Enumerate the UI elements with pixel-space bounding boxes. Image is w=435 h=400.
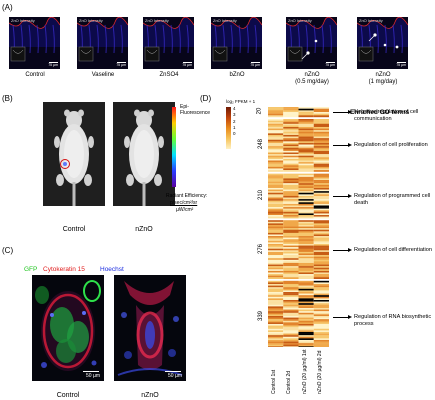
heatmap-tick-4: 4 [233,106,236,111]
mouse-image-nzno [113,102,175,206]
tile-label-5: nZnO (0.5 mg/day) [295,72,329,85]
panel-a: (A) ZnO Intensity 75 µm Control ZnO Intensi… [0,0,435,90]
panel-letter-a: (A) [2,3,13,12]
column-label-2: Control 2d [286,370,293,394]
micro-tile-3: ZnO Intensity 75 µm [143,17,194,69]
stain-gfp: GFP [24,266,38,273]
go-term-4: Regulation of cell differentiation [354,246,432,253]
colorbar-title: Epi- Fluorescence [180,104,211,116]
tile-scale-bar [251,62,260,63]
tile-scale-bar [397,62,406,63]
panel-b: (B) Contr [0,92,200,233]
stain-hoechst: Hoechst [100,266,124,273]
cluster-size-5: 339 [258,310,265,321]
go-arrow-3 [333,193,352,198]
heatmap-tick-2: 2 [233,118,236,124]
tile-title: ZnO Intensity [213,18,237,23]
scale-text-control: 50 µm [86,373,100,379]
tile-scale-bar [49,62,58,63]
confocal-image-control: 50 µm [32,275,104,381]
tile-label-4: bZnO [229,72,245,78]
panel-c: (C) GFP Cytokeratin 15 Hoechst 50 µm [0,246,200,400]
heatmap-colorbar [226,107,231,149]
colorbar-units-top: p/sec/cm²/sr [170,200,198,206]
mouse-silhouette-control [54,109,94,206]
go-arrow-2 [333,143,352,148]
column-label-1: Control 1st [271,369,277,394]
panel-letter-d: (D) [200,94,212,103]
colorbar-efficiency-label: Radiant Efficiency: [166,193,208,199]
micro-tile-5: ZnO Intensity 75 µm [286,17,337,69]
go-term-2: Regulation of cell proliferation [354,142,428,149]
panel-letter-b: (B) [2,94,13,103]
go-term-5: Regulation of RNA biosynthetic process [354,313,432,327]
tile-scale-text: 75 µm [48,63,58,67]
go-arrow-4 [333,247,352,252]
micro-tile-2: ZnO Intensity 75 µm [77,17,128,69]
mouse-silhouette-nzno [124,109,164,206]
cluster-size-1: 20 [256,107,263,115]
tile-scale-bar [117,62,126,63]
scale-bar-nzno [165,371,181,372]
panel-letter-c: (C) [2,246,14,255]
heatmap-tick-1: 1 [233,124,236,130]
micro-tile-6: ZnO Intensity 75 µm [357,17,408,69]
mouse-label-nzno: nZnO [135,226,153,233]
micro-tile-1: ZnO Intensity 75 µm [9,17,60,69]
tile-scale-text: 75 µm [116,63,126,67]
tile-scale-bar [183,62,192,63]
tile-label-6: nZnO (1 mg/day) [368,72,398,85]
heatmap-tick-3: 3 [233,112,236,118]
confocal-image-nzno: 50 µm [114,275,186,381]
tile-title: ZnO Intensity [359,18,383,23]
scale-text-nzno: 50 µm [168,373,182,379]
tile-scale-text: 75 µm [250,63,260,67]
tile-title: ZnO Intensity [79,18,103,23]
tile-title: ZnO Intensity [11,18,35,23]
go-term-3: Regulation of programmed cell death [354,192,431,206]
tile-scale-text: 75 µm [396,63,406,67]
tile-title: ZnO Intensity [288,18,312,23]
micro-tile-4: ZnO Intensity 75 µm [211,17,262,69]
tile-scale-text: 75 µm [182,63,192,67]
fluorescence-colorbar [172,107,176,187]
cluster-size-4: 276 [258,243,265,254]
confocal-label-control: Control [56,392,80,399]
heatmap-tick-0: 0 [233,131,236,137]
go-term-1: Negative regulation of cell communicatio… [354,109,419,122]
mouse-label-control: Control [62,226,86,233]
column-label-3: nZnO (20 µg/ml) 1st [301,349,308,394]
heatmap-colorbar-title: log₂ FPKM + 1 [226,99,256,104]
tile-label-2: Vaseline [91,72,115,78]
scale-bar-control [83,371,99,372]
stain-cytokeratin: Cytokeratin 15 [43,266,85,273]
go-arrow-1 [333,110,352,114]
tile-scale-text: 75 µm [325,63,335,67]
cluster-size-3: 210 [258,189,265,200]
cluster-size-2: 248 [258,139,265,150]
go-arrow-5 [333,314,352,319]
tile-label-1: Control [25,72,45,78]
go-terms-title: Enriched GO terms [350,109,410,116]
confocal-label-nzno: nZnO [141,392,159,399]
mouse-image-control [43,102,105,206]
colorbar-units-bottom: µW/cm² [176,207,194,213]
expression-heatmap [268,107,329,347]
tile-title: ZnO Intensity [145,18,169,23]
column-label-4: nZnO (20 µg/ml) 2d [316,350,323,394]
tile-label-3: ZnSO4 [159,72,179,78]
tile-scale-bar [326,62,335,63]
